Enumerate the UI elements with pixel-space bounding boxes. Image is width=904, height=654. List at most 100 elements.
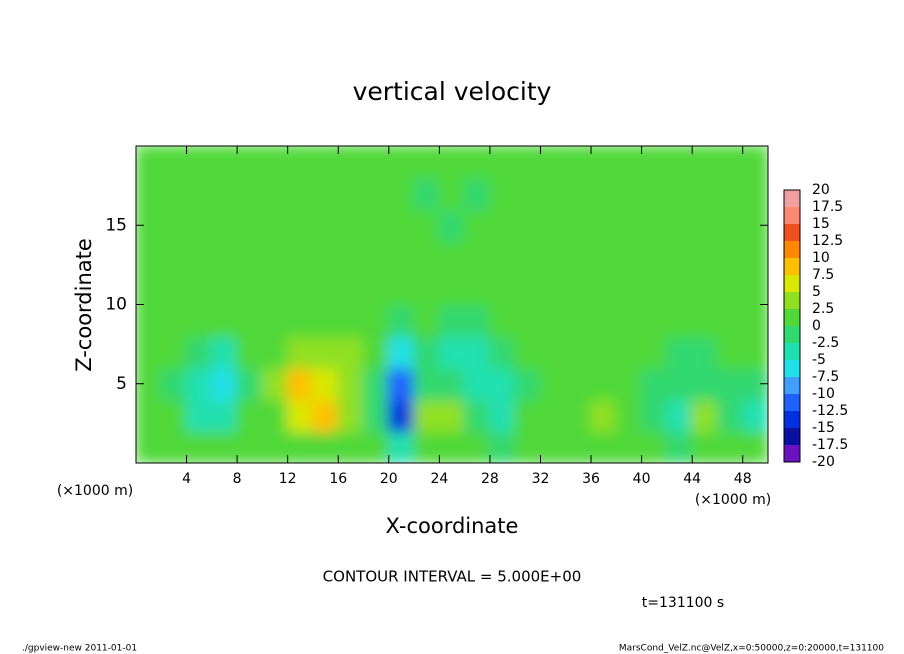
colorbar-label: -7.5 (812, 369, 839, 385)
colorbar-label: -17.5 (812, 437, 848, 453)
field-cell (286, 146, 314, 179)
field-cell (362, 271, 390, 306)
field-cell (236, 398, 264, 433)
colorbar-swatch (784, 326, 800, 343)
x-tick-label: 24 (430, 471, 448, 487)
colorbar-swatch (784, 360, 800, 377)
footer-right: MarsCond_VelZ.nc@VelZ,x=0:50000,z=0:2000… (619, 644, 884, 654)
field-cell (337, 335, 365, 369)
field-cell (590, 366, 618, 401)
field-cell (463, 366, 491, 401)
field-cell (539, 271, 567, 306)
footer-left: ./gpview-new 2011-01-01 (22, 644, 137, 654)
field-cell (564, 430, 593, 463)
field-cell (438, 208, 466, 243)
field-cell (387, 146, 416, 179)
field-cell (311, 146, 340, 179)
y-unit: (×1000 m) (57, 483, 133, 499)
field-cell (236, 146, 264, 179)
field-cell (337, 303, 365, 338)
field-cell (741, 335, 768, 369)
field-cell (590, 398, 618, 433)
field-cell (362, 398, 390, 433)
colorbar-swatch (784, 445, 800, 462)
colorbar-swatch (784, 258, 800, 275)
field-cell (362, 303, 390, 338)
x-tick-label: 4 (182, 471, 191, 487)
field-cell (640, 176, 668, 211)
field-cell (564, 271, 593, 306)
field-cell (539, 366, 567, 401)
field-cell (210, 240, 239, 274)
field-cell (362, 176, 390, 211)
field-cell (160, 271, 188, 306)
chart-title: vertical velocity (353, 77, 552, 106)
colorbar-label: -10 (812, 386, 835, 402)
field-cell (716, 398, 744, 433)
field-cell (564, 176, 593, 211)
field-cell (136, 146, 163, 179)
x-tick-label: 28 (481, 471, 499, 487)
field-cell (514, 176, 542, 211)
field-cell (136, 176, 163, 211)
field-cell (488, 271, 517, 306)
x-tick-label: 8 (233, 471, 242, 487)
field-cell (463, 208, 491, 243)
field-cell (488, 398, 517, 433)
field-cell (514, 271, 542, 306)
field-cell (691, 398, 719, 433)
field-cell (691, 208, 719, 243)
colorbar-swatch (784, 207, 800, 224)
field-cell (185, 430, 213, 463)
field-cell (463, 240, 491, 274)
field-cell (665, 303, 694, 338)
field-cell (488, 208, 517, 243)
field-cell (564, 398, 593, 433)
field-cell (136, 240, 163, 274)
x-tick-label: 16 (329, 471, 347, 487)
field-cell (387, 176, 416, 211)
field-cell (590, 303, 618, 338)
colorbar-label: 12.5 (812, 233, 843, 249)
colorbar-frame (783, 189, 801, 463)
field-cell (615, 430, 643, 463)
field-cell (539, 146, 567, 179)
field-cell (640, 398, 668, 433)
colorbar-label: -15 (812, 420, 835, 436)
field-cell (362, 430, 390, 463)
field-cell (236, 430, 264, 463)
field-cell (311, 176, 340, 211)
field-cell (590, 335, 618, 369)
field-cell (463, 146, 491, 179)
field-cell (665, 240, 694, 274)
x-tick-label: 48 (734, 471, 752, 487)
colorbar-swatch (784, 343, 800, 360)
field-cell (463, 303, 491, 338)
field-cell (311, 208, 340, 243)
field-cell (716, 240, 744, 274)
field-cell (564, 303, 593, 338)
field-cell (665, 430, 694, 463)
x-tick-label: 44 (683, 471, 701, 487)
colorbar-label: 20 (812, 182, 830, 198)
field-cell (691, 240, 719, 274)
field-cell (590, 240, 618, 274)
field-cell (337, 240, 365, 274)
field-cell (236, 335, 264, 369)
field-cell (438, 398, 466, 433)
y-tick-label: 15 (105, 215, 127, 235)
y-axis-label: Z-coordinate (72, 238, 96, 372)
field-cell (438, 335, 466, 369)
field-cell (337, 430, 365, 463)
field-cell (337, 398, 365, 433)
field-cell (514, 208, 542, 243)
field-cell (488, 240, 517, 274)
field-cell (741, 430, 768, 463)
field-cell (691, 366, 719, 401)
field-cell (185, 146, 213, 179)
field-cell (741, 271, 768, 306)
field-cell (665, 366, 694, 401)
field-cell (286, 271, 314, 306)
field-cell (413, 208, 441, 243)
field-cell (387, 208, 416, 243)
